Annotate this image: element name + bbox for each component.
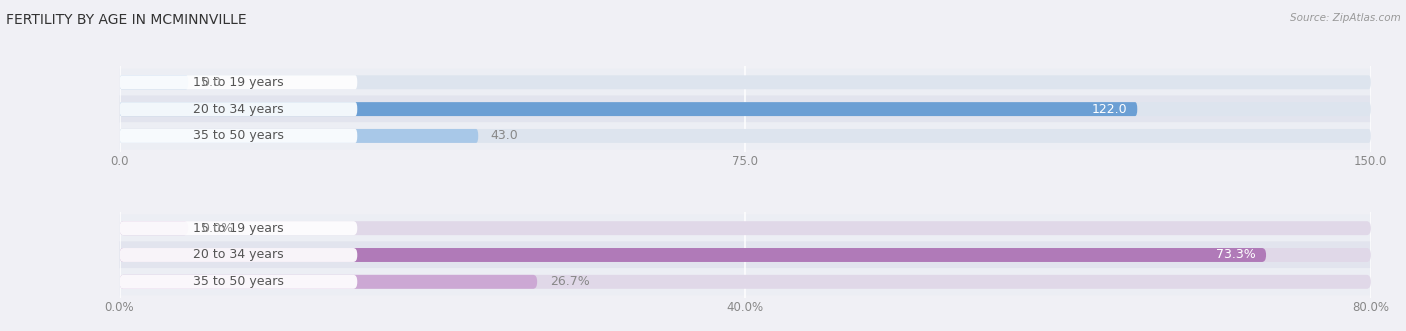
- FancyBboxPatch shape: [120, 248, 1265, 262]
- Text: 15 to 19 years: 15 to 19 years: [193, 76, 284, 89]
- FancyBboxPatch shape: [120, 275, 1371, 289]
- FancyBboxPatch shape: [120, 122, 1371, 150]
- FancyBboxPatch shape: [120, 241, 1371, 269]
- FancyBboxPatch shape: [120, 95, 1371, 123]
- FancyBboxPatch shape: [120, 129, 1371, 143]
- Text: FERTILITY BY AGE IN MCMINNVILLE: FERTILITY BY AGE IN MCMINNVILLE: [6, 13, 246, 27]
- Text: 20 to 34 years: 20 to 34 years: [193, 249, 284, 261]
- Text: 73.3%: 73.3%: [1216, 249, 1256, 261]
- FancyBboxPatch shape: [120, 248, 357, 262]
- FancyBboxPatch shape: [120, 214, 1371, 242]
- Text: 0.0: 0.0: [201, 76, 221, 89]
- FancyBboxPatch shape: [120, 102, 357, 116]
- FancyBboxPatch shape: [120, 75, 357, 89]
- FancyBboxPatch shape: [120, 221, 357, 235]
- Text: Source: ZipAtlas.com: Source: ZipAtlas.com: [1289, 13, 1400, 23]
- Text: 15 to 19 years: 15 to 19 years: [193, 222, 284, 235]
- Text: 43.0: 43.0: [491, 129, 519, 142]
- Text: 35 to 50 years: 35 to 50 years: [193, 275, 284, 288]
- FancyBboxPatch shape: [120, 248, 1371, 262]
- FancyBboxPatch shape: [120, 268, 1371, 296]
- FancyBboxPatch shape: [120, 75, 188, 89]
- Text: 0.0%: 0.0%: [201, 222, 233, 235]
- Text: 26.7%: 26.7%: [550, 275, 589, 288]
- Text: 20 to 34 years: 20 to 34 years: [193, 103, 284, 116]
- FancyBboxPatch shape: [120, 69, 1371, 96]
- FancyBboxPatch shape: [120, 129, 357, 143]
- FancyBboxPatch shape: [120, 221, 1371, 235]
- FancyBboxPatch shape: [120, 102, 1137, 116]
- FancyBboxPatch shape: [120, 275, 537, 289]
- Text: 35 to 50 years: 35 to 50 years: [193, 129, 284, 142]
- FancyBboxPatch shape: [120, 75, 1371, 89]
- FancyBboxPatch shape: [120, 275, 357, 289]
- FancyBboxPatch shape: [120, 129, 478, 143]
- FancyBboxPatch shape: [120, 102, 1371, 116]
- Text: 122.0: 122.0: [1091, 103, 1128, 116]
- FancyBboxPatch shape: [120, 221, 188, 235]
